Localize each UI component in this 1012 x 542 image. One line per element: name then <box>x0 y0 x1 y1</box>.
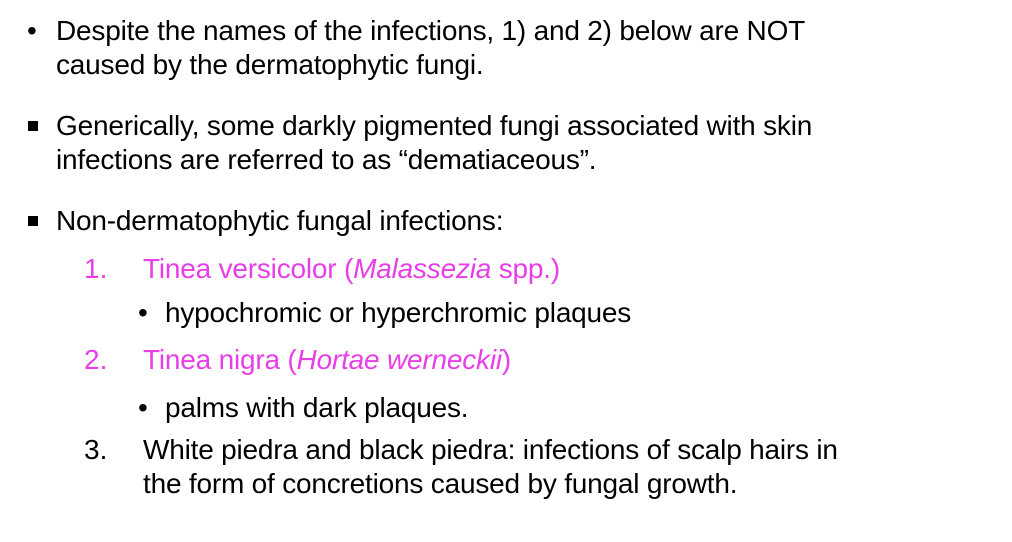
list-item-3: White piedra and black piedra: infection… <box>143 433 838 501</box>
bullet-point-2: Generically, some darkly pigmented fungi… <box>56 109 812 177</box>
bullet-dot-1: • <box>27 15 37 46</box>
list-item-2-prefix: Tinea nigra ( <box>143 344 297 375</box>
sub-bullet-dot-1: • <box>138 297 148 328</box>
sub-bullet-dot-2: • <box>138 392 148 423</box>
bullet-point-2-line2: infections are referred to as “dematiace… <box>56 144 597 175</box>
list-number-2: 2. <box>84 344 108 375</box>
list-number-1: 1. <box>84 253 108 284</box>
list-item-1-sub: hypochromic or hyperchromic plaques <box>165 297 632 328</box>
bullet-point-1: Despite the names of the infections, 1) … <box>56 14 805 82</box>
list-item-2-title: Tinea nigra (Hortae werneckii) <box>143 343 511 377</box>
list-number-3: 3. <box>84 434 108 465</box>
bullet-point-3: Non-dermatophytic fungal infections: <box>56 204 503 238</box>
list-item-1-title: Tinea versicolor (Malassezia spp.) <box>143 252 560 286</box>
bullet-point-1-line1: Despite the names of the infections, 1) … <box>56 15 806 46</box>
list-item-1-prefix: Tinea versicolor ( <box>143 253 354 284</box>
bullet-square-3 <box>28 216 38 226</box>
list-item-2-species: Hortae werneckii <box>296 344 503 375</box>
list-item-1-species: Malassezia <box>353 253 492 284</box>
list-item-3-line1: White piedra and black piedra: infection… <box>143 434 838 465</box>
bullet-point-2-line1: Generically, some darkly pigmented fungi… <box>56 110 813 141</box>
list-item-2-suffix: ) <box>501 344 511 375</box>
bullet-point-3-text: Non-dermatophytic fungal infections: <box>56 205 504 236</box>
bullet-point-1-line2: caused by the dermatophytic fungi. <box>56 49 484 80</box>
list-item-1-suffix: spp.) <box>491 253 560 284</box>
bullet-square-2 <box>28 121 38 131</box>
list-item-2-sub: palms with dark plaques. <box>165 392 469 423</box>
list-item-3-line2: the form of concretions caused by fungal… <box>143 468 738 499</box>
